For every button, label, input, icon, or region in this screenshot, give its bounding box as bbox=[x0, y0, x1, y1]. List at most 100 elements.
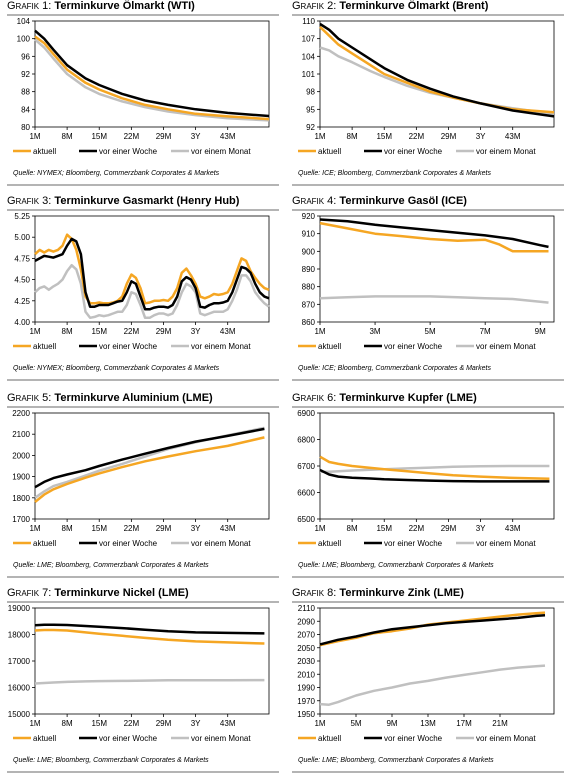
chart-title: Grafik 6: Terminkurve Kupfer (LME) bbox=[292, 392, 477, 404]
x-tick-label: 5M bbox=[350, 719, 361, 728]
y-tick-label: 101 bbox=[302, 70, 316, 79]
y-tick-label: 2050 bbox=[297, 644, 315, 653]
chart-panel-8: Grafik 8: Terminkurve Zink (LME) 1950 1970… bbox=[292, 587, 564, 777]
y-tick-label: 104 bbox=[17, 17, 31, 26]
y-tick-label: 910 bbox=[302, 230, 316, 239]
y-tick-label: 1900 bbox=[12, 473, 30, 482]
y-tick-label: 92 bbox=[306, 123, 315, 132]
source-note: Quelle: ICE; Bloomberg, Commerzbank Corp… bbox=[298, 170, 491, 177]
x-tick-label: 3Y bbox=[191, 719, 201, 728]
x-tick-label: 8M bbox=[62, 524, 73, 533]
legend-label-aktuell: aktuell bbox=[33, 539, 56, 548]
chart-title: Grafik 5: Terminkurve Aluminium (LME) bbox=[7, 392, 213, 404]
x-tick-label: 29M bbox=[156, 719, 172, 728]
chart-title: Grafik 7: Terminkurve Nickel (LME) bbox=[7, 587, 189, 599]
y-tick-label: 6500 bbox=[297, 515, 315, 524]
chart-number: Grafik 2: bbox=[292, 0, 337, 12]
bottom-rule bbox=[7, 576, 279, 578]
y-tick-label: 2200 bbox=[12, 409, 30, 418]
legend-label-woche: vor einer Woche bbox=[99, 539, 158, 548]
y-tick-label: 98 bbox=[306, 88, 315, 97]
x-tick-label: 22M bbox=[124, 132, 140, 141]
x-tick-label: 29M bbox=[441, 132, 457, 141]
x-tick-label: 3Y bbox=[191, 132, 201, 141]
y-tick-label: 92 bbox=[21, 70, 30, 79]
x-tick-label: 22M bbox=[124, 524, 140, 533]
legend-label-woche: vor einer Woche bbox=[384, 734, 443, 743]
y-tick-label: 6800 bbox=[297, 436, 315, 445]
plot-area bbox=[34, 607, 270, 715]
series-line-aktuell bbox=[34, 233, 270, 305]
chart-number: Grafik 3: bbox=[7, 195, 52, 207]
bottom-rule bbox=[292, 379, 564, 381]
y-tick-label: 900 bbox=[302, 247, 316, 256]
title-rule bbox=[7, 209, 279, 211]
y-tick-label: 6900 bbox=[297, 409, 315, 418]
x-tick-label: 9M bbox=[535, 327, 546, 336]
legend-label-woche: vor einer Woche bbox=[384, 342, 443, 351]
legend-label-monat: vor einem Monat bbox=[191, 539, 251, 548]
x-tick-label: 22M bbox=[409, 132, 425, 141]
x-tick-label: 15M bbox=[91, 524, 107, 533]
plot-area bbox=[319, 215, 555, 323]
y-tick-label: 19000 bbox=[8, 604, 31, 613]
legend-label-monat: vor einem Monat bbox=[191, 147, 251, 156]
legend-label-woche: vor einer Woche bbox=[99, 147, 158, 156]
y-tick-label: 110 bbox=[302, 17, 315, 26]
title-rule bbox=[292, 14, 564, 16]
y-tick-label: 4.50 bbox=[14, 276, 30, 285]
series-line-aktuell bbox=[34, 436, 265, 503]
title-rule bbox=[292, 406, 564, 408]
line-chart: 92 95 98 101 104 107 110 1M 8M 15M 22M 29M 3Y 43M aktu… bbox=[298, 17, 555, 156]
chart-panel-6: Grafik 6: Terminkurve Kupfer (LME) 6500 66… bbox=[292, 392, 564, 582]
chart-title-text: Terminkurve Ölmarkt (Brent) bbox=[339, 0, 489, 12]
y-tick-label: 4.00 bbox=[14, 318, 30, 327]
legend-label-aktuell: aktuell bbox=[318, 734, 341, 743]
y-tick-label: 96 bbox=[21, 52, 30, 61]
x-tick-label: 43M bbox=[220, 132, 236, 141]
y-tick-label: 2070 bbox=[297, 631, 315, 640]
chart-number: Grafik 8: bbox=[292, 587, 337, 599]
legend-label-aktuell: aktuell bbox=[33, 342, 56, 351]
title-rule bbox=[292, 209, 564, 211]
x-tick-label: 15M bbox=[91, 132, 107, 141]
chart-number: Grafik 1: bbox=[7, 0, 52, 12]
chart-panel-5: Grafik 5: Terminkurve Aluminium (LME) 170… bbox=[7, 392, 279, 582]
x-tick-label: 43M bbox=[505, 132, 521, 141]
y-tick-label: 4.25 bbox=[14, 297, 30, 306]
source-note: Quelle: LME; Bloomberg, Commerzbank Corp… bbox=[13, 757, 209, 764]
x-tick-label: 29M bbox=[156, 524, 172, 533]
chart-title: Grafik 8: Terminkurve Zink (LME) bbox=[292, 587, 464, 599]
source-note: Quelle: NYMEX; Bloomberg, Commerzbank Co… bbox=[13, 170, 220, 177]
x-tick-label: 43M bbox=[220, 327, 236, 336]
legend-label-monat: vor einem Monat bbox=[476, 342, 536, 351]
x-tick-label: 8M bbox=[62, 327, 73, 336]
source-note: Quelle: LME; Bloomberg, Commerzbank Corp… bbox=[13, 562, 209, 569]
y-tick-label: 6700 bbox=[297, 462, 315, 471]
y-tick-label: 2090 bbox=[297, 617, 315, 626]
y-tick-label: 4.75 bbox=[14, 254, 30, 263]
chart-number: Grafik 4: bbox=[292, 195, 337, 207]
bottom-rule bbox=[292, 184, 564, 186]
x-tick-label: 29M bbox=[156, 132, 172, 141]
y-tick-label: 860 bbox=[302, 318, 316, 327]
chart-number: Grafik 7: bbox=[7, 587, 52, 599]
x-tick-label: 15M bbox=[91, 327, 107, 336]
chart-title-text: Terminkurve Ölmarkt (WTI) bbox=[54, 0, 195, 12]
x-tick-label: 7M bbox=[480, 327, 491, 336]
x-tick-label: 1M bbox=[29, 719, 40, 728]
series-line-monat bbox=[319, 295, 549, 304]
bottom-rule bbox=[7, 379, 279, 381]
x-tick-label: 8M bbox=[347, 524, 358, 533]
line-chart: 860 870 880 890 900 910 920 1M 3M 5M 7M 9M aktuell vo… bbox=[298, 212, 555, 351]
legend-label-woche: vor einer Woche bbox=[99, 734, 158, 743]
plot-area bbox=[34, 20, 270, 128]
legend-label-monat: vor einem Monat bbox=[191, 734, 251, 743]
chart-title: Grafik 2: Terminkurve Ölmarkt (Brent) bbox=[292, 0, 488, 12]
chart-title-text: Terminkurve Zink (LME) bbox=[339, 587, 464, 599]
x-tick-label: 43M bbox=[505, 524, 521, 533]
x-tick-label: 22M bbox=[124, 327, 140, 336]
x-tick-label: 1M bbox=[29, 327, 40, 336]
x-tick-label: 29M bbox=[441, 524, 457, 533]
y-tick-label: 6600 bbox=[297, 489, 315, 498]
